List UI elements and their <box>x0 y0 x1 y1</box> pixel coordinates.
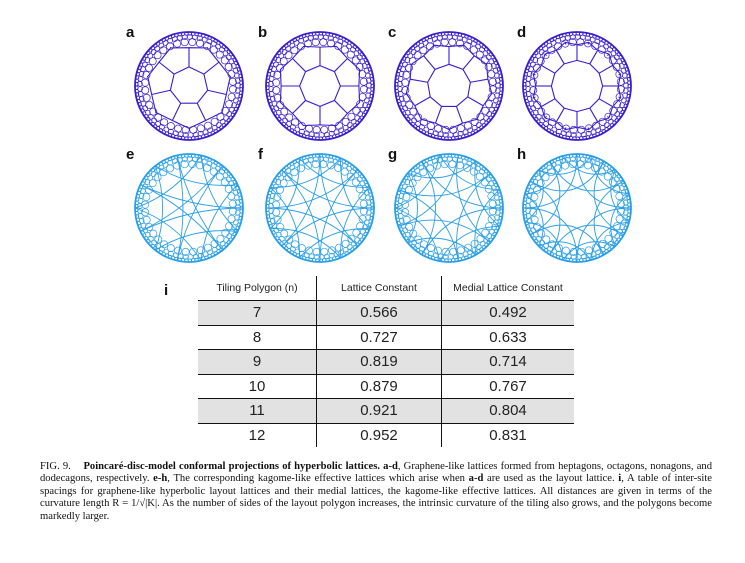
cell-lattice: 0.819 <box>316 349 442 374</box>
table-row: 7 0.566 0.492 <box>198 300 574 325</box>
kagome-heptagon-image <box>134 153 244 263</box>
cell-lattice: 0.727 <box>316 324 442 350</box>
table-row: 12 0.952 0.831 <box>198 422 574 447</box>
panel-label-f: f <box>258 146 263 163</box>
disk-g <box>393 152 505 264</box>
table-row: 10 0.879 0.767 <box>198 373 574 399</box>
caption-ref-eh: e-h <box>153 473 168 485</box>
caption-sentence-3: are used as the layout lattice. <box>487 473 615 485</box>
kagome-dodecagon-image <box>522 153 632 263</box>
nonagon-lattice-image <box>394 31 504 141</box>
kagome-octagon-image <box>265 153 375 263</box>
cell-n: 10 <box>198 373 317 399</box>
octagon-lattice-image <box>265 31 375 141</box>
panel-label-d: d <box>517 24 527 41</box>
caption-ref-ad: a-d <box>383 461 398 472</box>
disk-f <box>264 152 376 264</box>
cell-lattice: 0.879 <box>316 373 442 399</box>
table-row: 8 0.727 0.633 <box>198 324 574 350</box>
cell-medial: 0.633 <box>441 324 574 350</box>
header-medial-constant: Medial Lattice Constant <box>441 276 574 301</box>
cell-lattice: 0.566 <box>316 300 442 325</box>
header-polygon: Tiling Polygon (n) <box>216 282 298 294</box>
caption-ref-i: i <box>618 473 622 485</box>
disk-b <box>264 30 376 142</box>
cell-lattice: 0.952 <box>316 422 442 447</box>
kagome-nonagon-image <box>394 153 504 263</box>
cell-n: 12 <box>198 422 317 447</box>
panel-label-i: i <box>164 282 169 299</box>
table-header-row: Tiling Polygon (n) Lattice Constant Medi… <box>198 276 574 301</box>
panel-label-c: c <box>388 24 397 41</box>
disk-d <box>521 30 633 142</box>
cell-medial: 0.804 <box>441 398 574 423</box>
cell-medial: 0.767 <box>441 373 574 399</box>
spacing-table: Tiling Polygon (n) Lattice Constant Medi… <box>198 276 574 447</box>
figure-caption: FIG. 9. Poincaré-disc-model conformal pr… <box>40 461 712 523</box>
cell-medial: 0.714 <box>441 349 574 374</box>
cell-lattice: 0.921 <box>316 398 442 423</box>
caption-fig: FIG. 9. <box>40 461 71 472</box>
caption-ref-ad-2: a-d <box>468 473 484 485</box>
disk-e <box>133 152 245 264</box>
caption-sentence-1: , Graphene-like lattices formed from hep… <box>40 461 712 485</box>
table-row: 9 0.819 0.714 <box>198 349 574 374</box>
disk-a <box>133 30 245 142</box>
caption-sentence-4: , A table of inter-site spacings for gra… <box>40 473 712 522</box>
header-lattice-constant: Lattice Constant <box>316 276 442 301</box>
disk-h <box>521 152 633 264</box>
cell-medial: 0.831 <box>441 422 574 447</box>
heptagon-lattice-image <box>134 31 244 141</box>
cell-n: 9 <box>198 349 317 374</box>
cell-n: 8 <box>198 324 317 350</box>
panel-label-a: a <box>126 24 135 41</box>
cell-n: 11 <box>198 398 317 423</box>
cell-medial: 0.492 <box>441 300 574 325</box>
caption-title: Poincaré-disc-model conformal projection… <box>83 461 380 472</box>
panel-label-g: g <box>388 146 398 163</box>
disk-c <box>393 30 505 142</box>
dodecagon-lattice-image <box>522 31 632 141</box>
caption-sentence-2: , The corresponding kagome-like effectiv… <box>167 473 465 485</box>
table-row: 11 0.921 0.804 <box>198 398 574 423</box>
panel-label-e: e <box>126 146 135 163</box>
panel-label-b: b <box>258 24 268 41</box>
panel-label-h: h <box>517 146 527 163</box>
cell-n: 7 <box>198 300 317 325</box>
